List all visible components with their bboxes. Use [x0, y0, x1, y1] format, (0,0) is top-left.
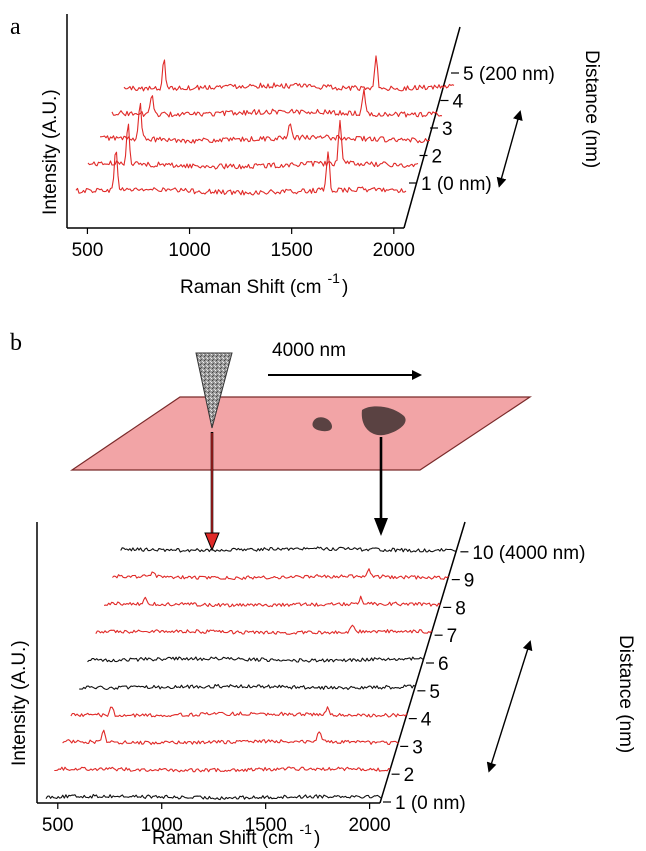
panel-a-trace-4: [111, 88, 443, 118]
panel-b-zlabel: Distance (nm): [615, 635, 636, 753]
panel-b: b 4000 nm 500 1000 1500 2000 1 (0 nm) 2 3 4 5 6 7…: [9, 330, 636, 849]
panel-b-distance-arrow: [486, 640, 533, 773]
panel-a-distance-arrow: [496, 110, 523, 188]
afm-tip: [195, 352, 233, 429]
panel-a-series-label-5: 5 (200 nm): [463, 64, 555, 85]
panel-b-trace-2: [54, 766, 391, 773]
panel-a-series-label-1: 1 (0 nm): [421, 174, 492, 195]
panel-b-trace-6: [87, 656, 424, 663]
panel-a-letter: a: [10, 14, 21, 40]
scale-bar-label: 4000 nm: [272, 340, 346, 361]
panel-b-series-label-9: 9: [464, 571, 475, 592]
panel-b-trace-1: [45, 793, 383, 801]
panel-b-trace-5: [79, 683, 416, 691]
panel-a-series-label-2: 2: [432, 147, 443, 168]
panel-a-xtick-label: 2000: [373, 240, 415, 261]
panel-a-xtick-label: 1500: [271, 240, 313, 261]
panel-b-xtick-label: 1500: [245, 815, 287, 836]
particle-large: [361, 406, 406, 436]
panel-b-xtick-label: 2000: [348, 815, 390, 836]
panel-b-series-label-4: 4: [421, 710, 432, 731]
panel-b-series-label-5: 5: [429, 682, 440, 703]
panel-b-series-label-7: 7: [447, 626, 458, 647]
panel-b-series-label-3: 3: [412, 737, 423, 758]
panel-a-trace-1: [75, 151, 407, 196]
panel-b-ylabel: Intensity (A.U.): [9, 640, 30, 766]
panel-a-xtick-label: 500: [72, 240, 104, 261]
panel-b-trace-7: [95, 624, 433, 635]
red-probe-arrowhead: [204, 532, 220, 552]
panel-b-series-label-6: 6: [438, 654, 449, 675]
panel-b-series-label-8: 8: [455, 598, 466, 619]
panel-b-letter: b: [10, 330, 22, 356]
panel-b-trace-4: [70, 706, 408, 718]
particle-small: [312, 417, 332, 432]
black-probe-arrowhead: [374, 518, 388, 536]
panel-b-series-label-10: 10 (4000 nm): [472, 543, 585, 564]
panel-b-depth-axis: [379, 521, 466, 804]
sample-surface: [70, 396, 532, 471]
panel-b-series-label-1: 1 (0 nm): [395, 793, 466, 814]
panel-b-trace-9: [112, 568, 449, 581]
panel-a-ylabel: Intensity (A.U.): [40, 89, 61, 215]
panel-b-trace-10: [120, 546, 457, 553]
panel-a-trace-3: [99, 102, 431, 144]
panel-a-xtick-label: 1000: [168, 240, 210, 261]
panel-b-xtick-label: 500: [42, 815, 74, 836]
panel-b-series-label-2: 2: [404, 765, 415, 786]
panel-b-xtick-label: 1000: [141, 815, 183, 836]
panel-a-trace-5: [123, 55, 455, 92]
panel-a-series-label-3: 3: [442, 119, 453, 140]
panel-a-series-label-4: 4: [453, 92, 464, 113]
panel-b-trace-3: [62, 729, 399, 746]
panel-a-zlabel: Distance (nm): [581, 50, 602, 168]
panel-b-xlabel: Raman Shift (cm -1): [152, 821, 320, 849]
panel-a-trace-2: [87, 119, 419, 170]
panel-b-trace-8: [103, 595, 441, 608]
panel-a-xlabel: Raman Shift (cm -1): [180, 270, 348, 298]
